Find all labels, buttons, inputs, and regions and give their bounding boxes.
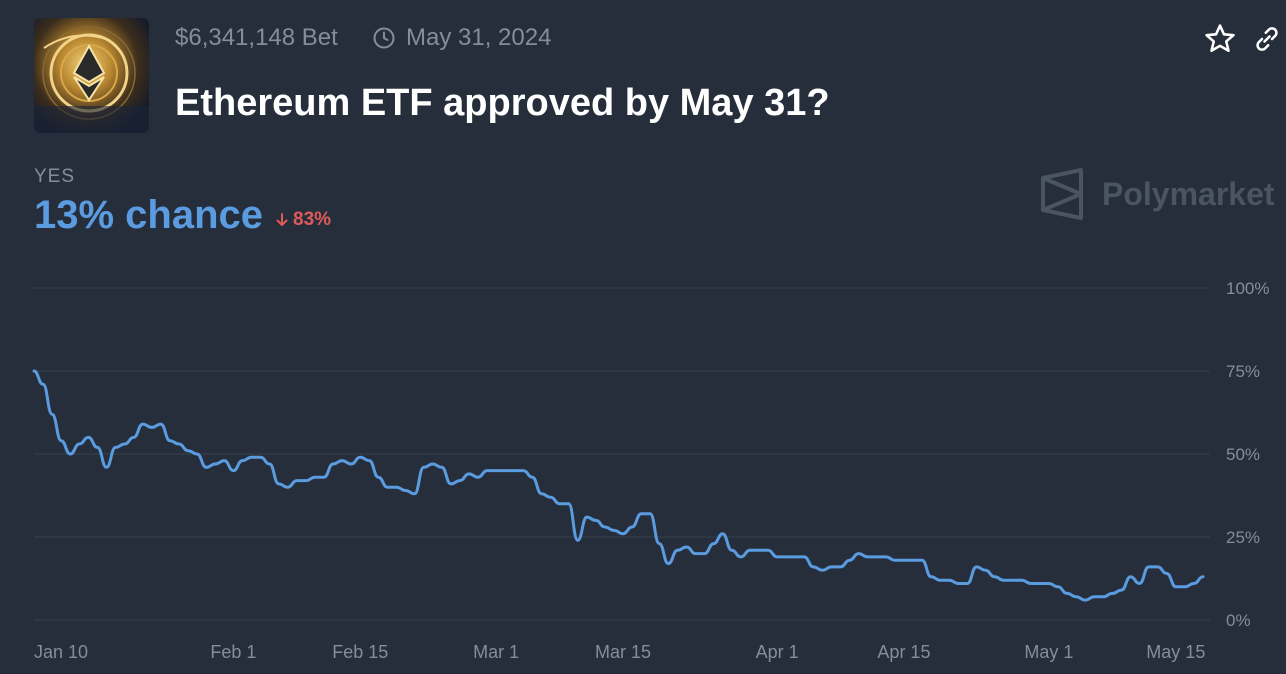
y-tick-label: 25%	[1226, 528, 1260, 547]
x-tick-label: Apr 15	[877, 642, 930, 662]
link-icon[interactable]	[1252, 23, 1282, 55]
x-tick-label: May 15	[1146, 642, 1205, 662]
change-badge: 83%	[275, 209, 331, 231]
x-tick-label: May 1	[1024, 642, 1073, 662]
polymarket-logo-icon	[1041, 168, 1083, 220]
change-value: 83%	[293, 209, 332, 230]
outcome-label: YES	[34, 166, 76, 187]
x-tick-label: Mar 1	[473, 642, 519, 662]
star-icon[interactable]	[1203, 22, 1237, 56]
market-title: Ethereum ETF approved by May 31?	[175, 82, 830, 124]
x-tick-label: Apr 1	[756, 642, 799, 662]
series-line[interactable]	[32, 369, 1205, 602]
ethereum-coin-image	[34, 18, 149, 133]
y-tick-label: 0%	[1226, 611, 1251, 630]
y-tick-label: 75%	[1226, 362, 1260, 381]
volume-text: $6,341,148 Bet	[175, 24, 338, 51]
x-tick-label: Feb 1	[210, 642, 256, 662]
brand-name: Polymarket	[1102, 175, 1275, 212]
end-date-text: May 31, 2024	[406, 24, 552, 51]
y-tick-label: 100%	[1226, 279, 1269, 298]
brand: Polymarket	[1040, 168, 1275, 220]
market-image	[34, 18, 149, 133]
chance-row: 13% chance 83%	[34, 193, 331, 238]
clock-icon	[373, 27, 395, 49]
chance-value: 13% chance	[34, 193, 264, 237]
arrow-down-icon	[276, 213, 288, 226]
x-tick-label: Mar 15	[595, 642, 651, 662]
end-date: May 31, 2024	[372, 24, 551, 52]
x-tick-label: Jan 10	[34, 642, 88, 662]
x-tick-label: Feb 15	[332, 642, 388, 662]
y-tick-label: 50%	[1226, 445, 1260, 464]
